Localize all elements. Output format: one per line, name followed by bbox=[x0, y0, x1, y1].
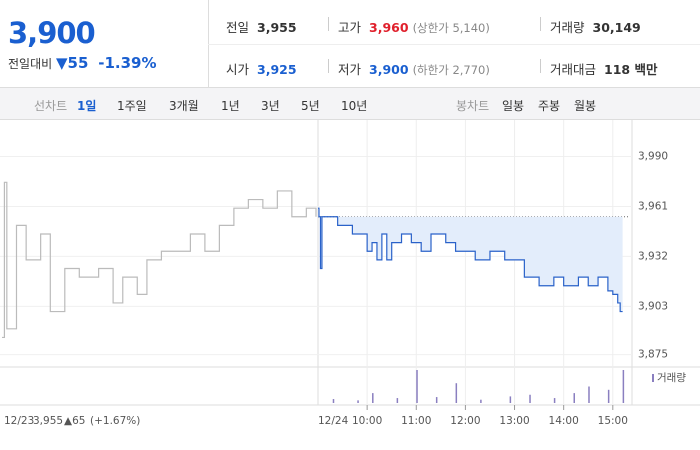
cell-label: 고가 bbox=[338, 20, 362, 35]
y-tick-label: 3,932 bbox=[638, 250, 668, 262]
tab[interactable]: 5년 bbox=[301, 99, 320, 113]
prev-change: ▲65 bbox=[64, 415, 85, 427]
volume-bar bbox=[357, 400, 359, 403]
volume-bar bbox=[588, 386, 590, 403]
separator bbox=[328, 59, 329, 73]
tab-group-label: 선차트 bbox=[34, 99, 68, 113]
info-cell: 거래량 30,149 bbox=[550, 17, 641, 36]
volume-bar bbox=[416, 370, 418, 403]
cell-value: 30,149 bbox=[592, 20, 641, 35]
price-line bbox=[2, 181, 317, 339]
volume-bar bbox=[455, 383, 458, 403]
date-label: 12/23 bbox=[4, 415, 34, 427]
y-tick-label: 3,903 bbox=[638, 300, 668, 312]
prev-rate: (+1.67%) bbox=[90, 415, 140, 427]
cell-label: 시가 bbox=[226, 62, 250, 77]
cell-label: 전일 bbox=[226, 20, 250, 35]
y-tick-label: 3,961 bbox=[638, 200, 668, 212]
x-tick-label: 11:00 bbox=[401, 415, 431, 427]
legend-swatch bbox=[652, 374, 654, 382]
volume-bar bbox=[573, 393, 575, 403]
cell-value: 3,960 bbox=[369, 20, 409, 35]
tab[interactable]: 주봉 bbox=[538, 99, 561, 113]
info-cell: 고가 3,960 (상한가 5,140) bbox=[338, 17, 490, 36]
volume-bar bbox=[480, 399, 482, 403]
cell-label: 저가 bbox=[338, 62, 362, 77]
y-tick-label: 3,875 bbox=[638, 349, 668, 361]
cell-note: (상한가 5,140) bbox=[412, 21, 490, 35]
tab[interactable]: 10년 bbox=[341, 99, 368, 113]
tab[interactable]: 3개월 bbox=[169, 99, 199, 113]
volume-bar bbox=[553, 398, 556, 403]
tab[interactable]: 월봉 bbox=[574, 99, 597, 113]
area bbox=[318, 208, 623, 312]
tab[interactable]: 3년 bbox=[261, 99, 280, 113]
volume-bar bbox=[396, 398, 399, 403]
y-tick-label: 3,990 bbox=[638, 150, 668, 162]
x-tick-label: 13:00 bbox=[499, 415, 529, 427]
change: ▼55 bbox=[56, 54, 89, 72]
info-cell: 저가 3,900 (하한가 2,770) bbox=[338, 59, 490, 78]
change-label: 전일대비 bbox=[8, 57, 53, 71]
tab[interactable]: 1일 bbox=[77, 99, 97, 113]
volume-bar bbox=[622, 370, 625, 403]
price: 3,900 bbox=[8, 16, 96, 50]
cell-note: (하한가 2,770) bbox=[412, 63, 490, 77]
tab-group-label: 봉차트 bbox=[456, 99, 490, 113]
chart: 3,990 3,961 3,932 3,903 3,875 10:00 11:00 12:00… bbox=[0, 120, 700, 427]
cell-value: 3,900 bbox=[369, 62, 409, 77]
prev-close: 3,955 bbox=[33, 415, 63, 427]
volume-bar bbox=[607, 389, 610, 403]
x-tick-label: 14:00 bbox=[549, 415, 579, 427]
info-cell: 전일 3,955 bbox=[226, 17, 297, 36]
separator bbox=[328, 17, 329, 31]
volume-bar bbox=[332, 399, 335, 403]
cell-value: 3,955 bbox=[257, 20, 297, 35]
legend-label: 거래량 bbox=[657, 372, 686, 384]
price-line bbox=[318, 207, 623, 313]
volume-bar bbox=[372, 393, 374, 403]
volume-bar bbox=[435, 397, 438, 403]
tab-bar: 선차트 1일 1주일 3개월 1년 3년 5년 10년 봉차트 일봉 주봉 월봉 bbox=[0, 88, 700, 120]
separator bbox=[540, 17, 541, 31]
cell-label: 거래량 bbox=[550, 20, 585, 35]
cell-value: 3,925 bbox=[257, 62, 297, 77]
x-tick-label: 15:00 bbox=[598, 415, 628, 427]
date-label: 12/24 bbox=[318, 415, 349, 427]
x-tick-label: 10:00 bbox=[352, 415, 382, 427]
tab[interactable]: 일봉 bbox=[502, 99, 525, 113]
cell-label: 거래대금 bbox=[550, 62, 597, 77]
tab[interactable]: 1주일 bbox=[117, 99, 147, 113]
info-cell: 거래대금 118 백만 bbox=[550, 59, 657, 78]
volume-bar bbox=[509, 396, 512, 403]
cell-value: 118 백만 bbox=[604, 62, 658, 77]
separator bbox=[540, 59, 541, 73]
volume-bar bbox=[529, 394, 531, 403]
info-cell: 시가 3,925 bbox=[226, 59, 297, 78]
change-row: 전일대비 ▼55 -1.39% bbox=[8, 54, 157, 72]
x-tick-label: 12:00 bbox=[450, 415, 480, 427]
change-rate: -1.39% bbox=[98, 54, 157, 72]
tab[interactable]: 1년 bbox=[221, 99, 240, 113]
header: 3,900 전일대비 ▼55 -1.39% 전일 3,955 고가 3,960 (상한가… bbox=[0, 0, 700, 88]
